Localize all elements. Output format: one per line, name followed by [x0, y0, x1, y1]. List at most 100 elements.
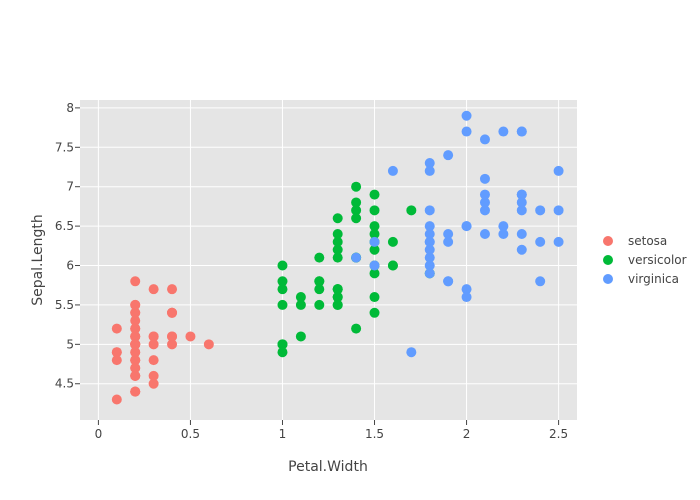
data-point	[130, 331, 141, 342]
data-point	[369, 189, 380, 200]
data-point	[535, 276, 546, 287]
data-point	[369, 244, 380, 255]
data-point	[130, 276, 141, 287]
data-point	[516, 244, 527, 255]
data-point	[167, 307, 178, 318]
data-point	[332, 244, 343, 255]
data-point	[406, 205, 417, 216]
x-axis-ticks: 0 0.5 1 1.5 2 2.5	[95, 420, 568, 441]
data-point	[185, 331, 196, 342]
data-point	[461, 110, 472, 121]
plot-area-background	[80, 100, 577, 420]
series-virginica	[351, 110, 564, 358]
data-point	[277, 260, 288, 271]
y-tick-label: 5.5	[55, 298, 74, 312]
data-point	[461, 292, 472, 303]
y-tick-label: 5	[66, 337, 74, 351]
data-point	[387, 236, 398, 247]
data-point	[148, 355, 159, 366]
x-tick-label: 2.5	[549, 427, 568, 441]
data-point	[314, 252, 325, 263]
data-point	[443, 276, 454, 287]
legend-item-virginica[interactable]: virginica	[603, 272, 679, 286]
legend-marker	[603, 236, 613, 246]
data-point	[479, 134, 490, 145]
data-point	[351, 205, 362, 216]
data-point	[461, 221, 472, 232]
data-point	[516, 189, 527, 200]
data-point	[443, 228, 454, 239]
data-point	[130, 362, 141, 373]
data-point	[295, 331, 306, 342]
data-point	[130, 323, 141, 334]
data-point	[351, 323, 362, 334]
data-point	[130, 370, 141, 381]
data-point	[553, 165, 564, 176]
data-point	[553, 236, 564, 247]
data-point	[148, 284, 159, 295]
data-point	[314, 299, 325, 310]
data-point	[424, 221, 435, 232]
legend-label: virginica	[628, 272, 679, 286]
data-point	[443, 150, 454, 161]
data-point	[498, 221, 509, 232]
data-point	[332, 284, 343, 295]
data-point	[167, 339, 178, 350]
x-tick-label: 1	[279, 427, 287, 441]
data-point	[516, 197, 527, 208]
data-point	[277, 339, 288, 350]
data-point	[424, 228, 435, 239]
data-point	[332, 299, 343, 310]
series-setosa	[111, 276, 214, 405]
data-point	[479, 197, 490, 208]
data-point	[369, 228, 380, 239]
data-point	[516, 126, 527, 137]
data-point	[498, 126, 509, 137]
y-tick-label: 6.5	[55, 219, 74, 233]
legend-item-versicolor[interactable]: versicolor	[603, 253, 687, 267]
data-point	[516, 205, 527, 216]
data-point	[332, 292, 343, 303]
data-point	[332, 228, 343, 239]
data-point	[369, 307, 380, 318]
data-point	[167, 284, 178, 295]
data-point	[295, 299, 306, 310]
legend: setosa versicolor virginica	[603, 234, 687, 286]
data-point	[369, 292, 380, 303]
data-point	[553, 205, 564, 216]
x-axis-title: Petal.Width	[288, 459, 368, 475]
y-tick-label: 7	[66, 180, 74, 194]
x-tick-label: 0.5	[181, 427, 200, 441]
data-point	[148, 331, 159, 342]
data-point	[111, 347, 122, 358]
data-point	[277, 284, 288, 295]
y-tick-label: 4.5	[55, 377, 74, 391]
data-point	[148, 378, 159, 389]
data-point	[111, 355, 122, 366]
data-point	[332, 213, 343, 224]
y-tick-label: 6	[66, 259, 74, 273]
data-point	[130, 315, 141, 326]
data-point	[424, 252, 435, 263]
data-point	[479, 205, 490, 216]
data-point	[130, 339, 141, 350]
legend-label: setosa	[628, 234, 667, 248]
data-point	[130, 347, 141, 358]
data-point	[424, 260, 435, 271]
y-axis-ticks: 4.5 5 5.5 6 6.5 7 7.5 8	[55, 101, 80, 391]
data-point	[498, 228, 509, 239]
data-point	[369, 268, 380, 279]
data-point	[535, 236, 546, 247]
data-point	[332, 236, 343, 247]
data-point	[424, 205, 435, 216]
data-point	[351, 213, 362, 224]
data-point	[479, 173, 490, 184]
y-axis-title: Sepal.Length	[30, 214, 46, 306]
data-point	[277, 299, 288, 310]
data-point	[424, 165, 435, 176]
legend-item-setosa[interactable]: setosa	[603, 234, 667, 248]
data-point	[424, 158, 435, 169]
data-point	[369, 260, 380, 271]
y-tick-label: 8	[66, 101, 74, 115]
